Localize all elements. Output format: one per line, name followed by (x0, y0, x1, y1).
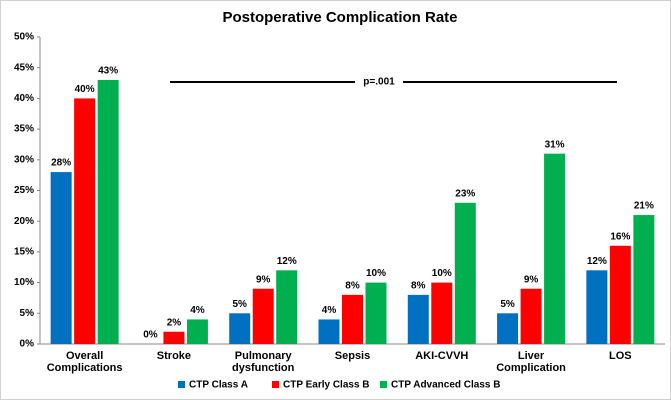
value-label: 10% (432, 268, 452, 279)
bar (252, 288, 274, 344)
y-tick-label: 35% (14, 124, 34, 135)
y-tick-label: 5% (20, 308, 35, 319)
bar (229, 313, 251, 344)
bar (276, 270, 298, 344)
x-tick-label: LOS (609, 350, 632, 362)
value-label: 28% (51, 158, 71, 169)
legend-swatch (272, 381, 279, 388)
bar (520, 288, 542, 344)
value-label: 8% (345, 281, 360, 292)
value-label: 23% (455, 188, 475, 199)
bar (186, 319, 208, 344)
value-label: 9% (256, 274, 271, 285)
legend-label: CTP Early Class B (283, 380, 370, 391)
value-label: 8% (411, 281, 426, 292)
value-label: 31% (545, 139, 565, 150)
legend-swatch (380, 381, 387, 388)
value-label: 5% (500, 299, 515, 310)
x-tick-label: Sepsis (334, 350, 371, 362)
bar (431, 282, 453, 344)
x-tick-label: Liver Complication (496, 350, 566, 374)
y-tick-label: 50% (14, 32, 34, 43)
chart-title: Postoperative Complication Rate (222, 9, 457, 26)
x-tick-label: Pulmonary dysfunction (232, 350, 295, 374)
bar (74, 98, 96, 345)
legend-swatch (178, 381, 185, 388)
bar (365, 282, 387, 344)
value-label: 12% (587, 256, 607, 267)
value-label: 10% (366, 268, 386, 279)
legend-label: CTP Advanced Class B (391, 380, 500, 391)
x-tick-label: Stroke (156, 350, 192, 362)
value-label: 4% (190, 305, 205, 316)
y-tick-label: 45% (14, 62, 34, 73)
legend-label: CTP Class A (189, 380, 248, 391)
bar (609, 245, 631, 344)
bar (163, 331, 185, 344)
value-label: 43% (98, 66, 118, 77)
bar (633, 215, 655, 344)
bar (407, 294, 429, 344)
x-tick-label: AKI-CVVH (415, 350, 469, 362)
bar (342, 294, 363, 344)
value-label: 0% (143, 330, 158, 341)
value-label: 12% (277, 256, 297, 267)
y-tick-label: 0% (20, 339, 35, 350)
value-label: 9% (524, 274, 539, 285)
bar (544, 153, 566, 344)
bar (497, 313, 519, 344)
value-label: 2% (167, 317, 182, 328)
value-label: 21% (634, 201, 654, 212)
y-tick-label: 10% (14, 277, 34, 288)
annotation: p=.001 (363, 77, 395, 88)
y-tick-label: 40% (14, 93, 34, 104)
bar (97, 79, 119, 344)
bar (318, 319, 340, 344)
y-tick-label: 30% (14, 154, 34, 165)
bar (50, 172, 72, 344)
value-label: 40% (75, 84, 95, 95)
x-tick-label: Overall Complications (46, 350, 123, 374)
value-label: 4% (322, 305, 337, 316)
y-tick-label: 25% (14, 185, 34, 196)
value-label: 16% (610, 231, 630, 242)
value-label: 5% (232, 299, 247, 310)
bar (454, 202, 476, 344)
bar (586, 270, 608, 344)
y-tick-label: 15% (14, 247, 34, 258)
y-tick-label: 20% (14, 216, 34, 227)
